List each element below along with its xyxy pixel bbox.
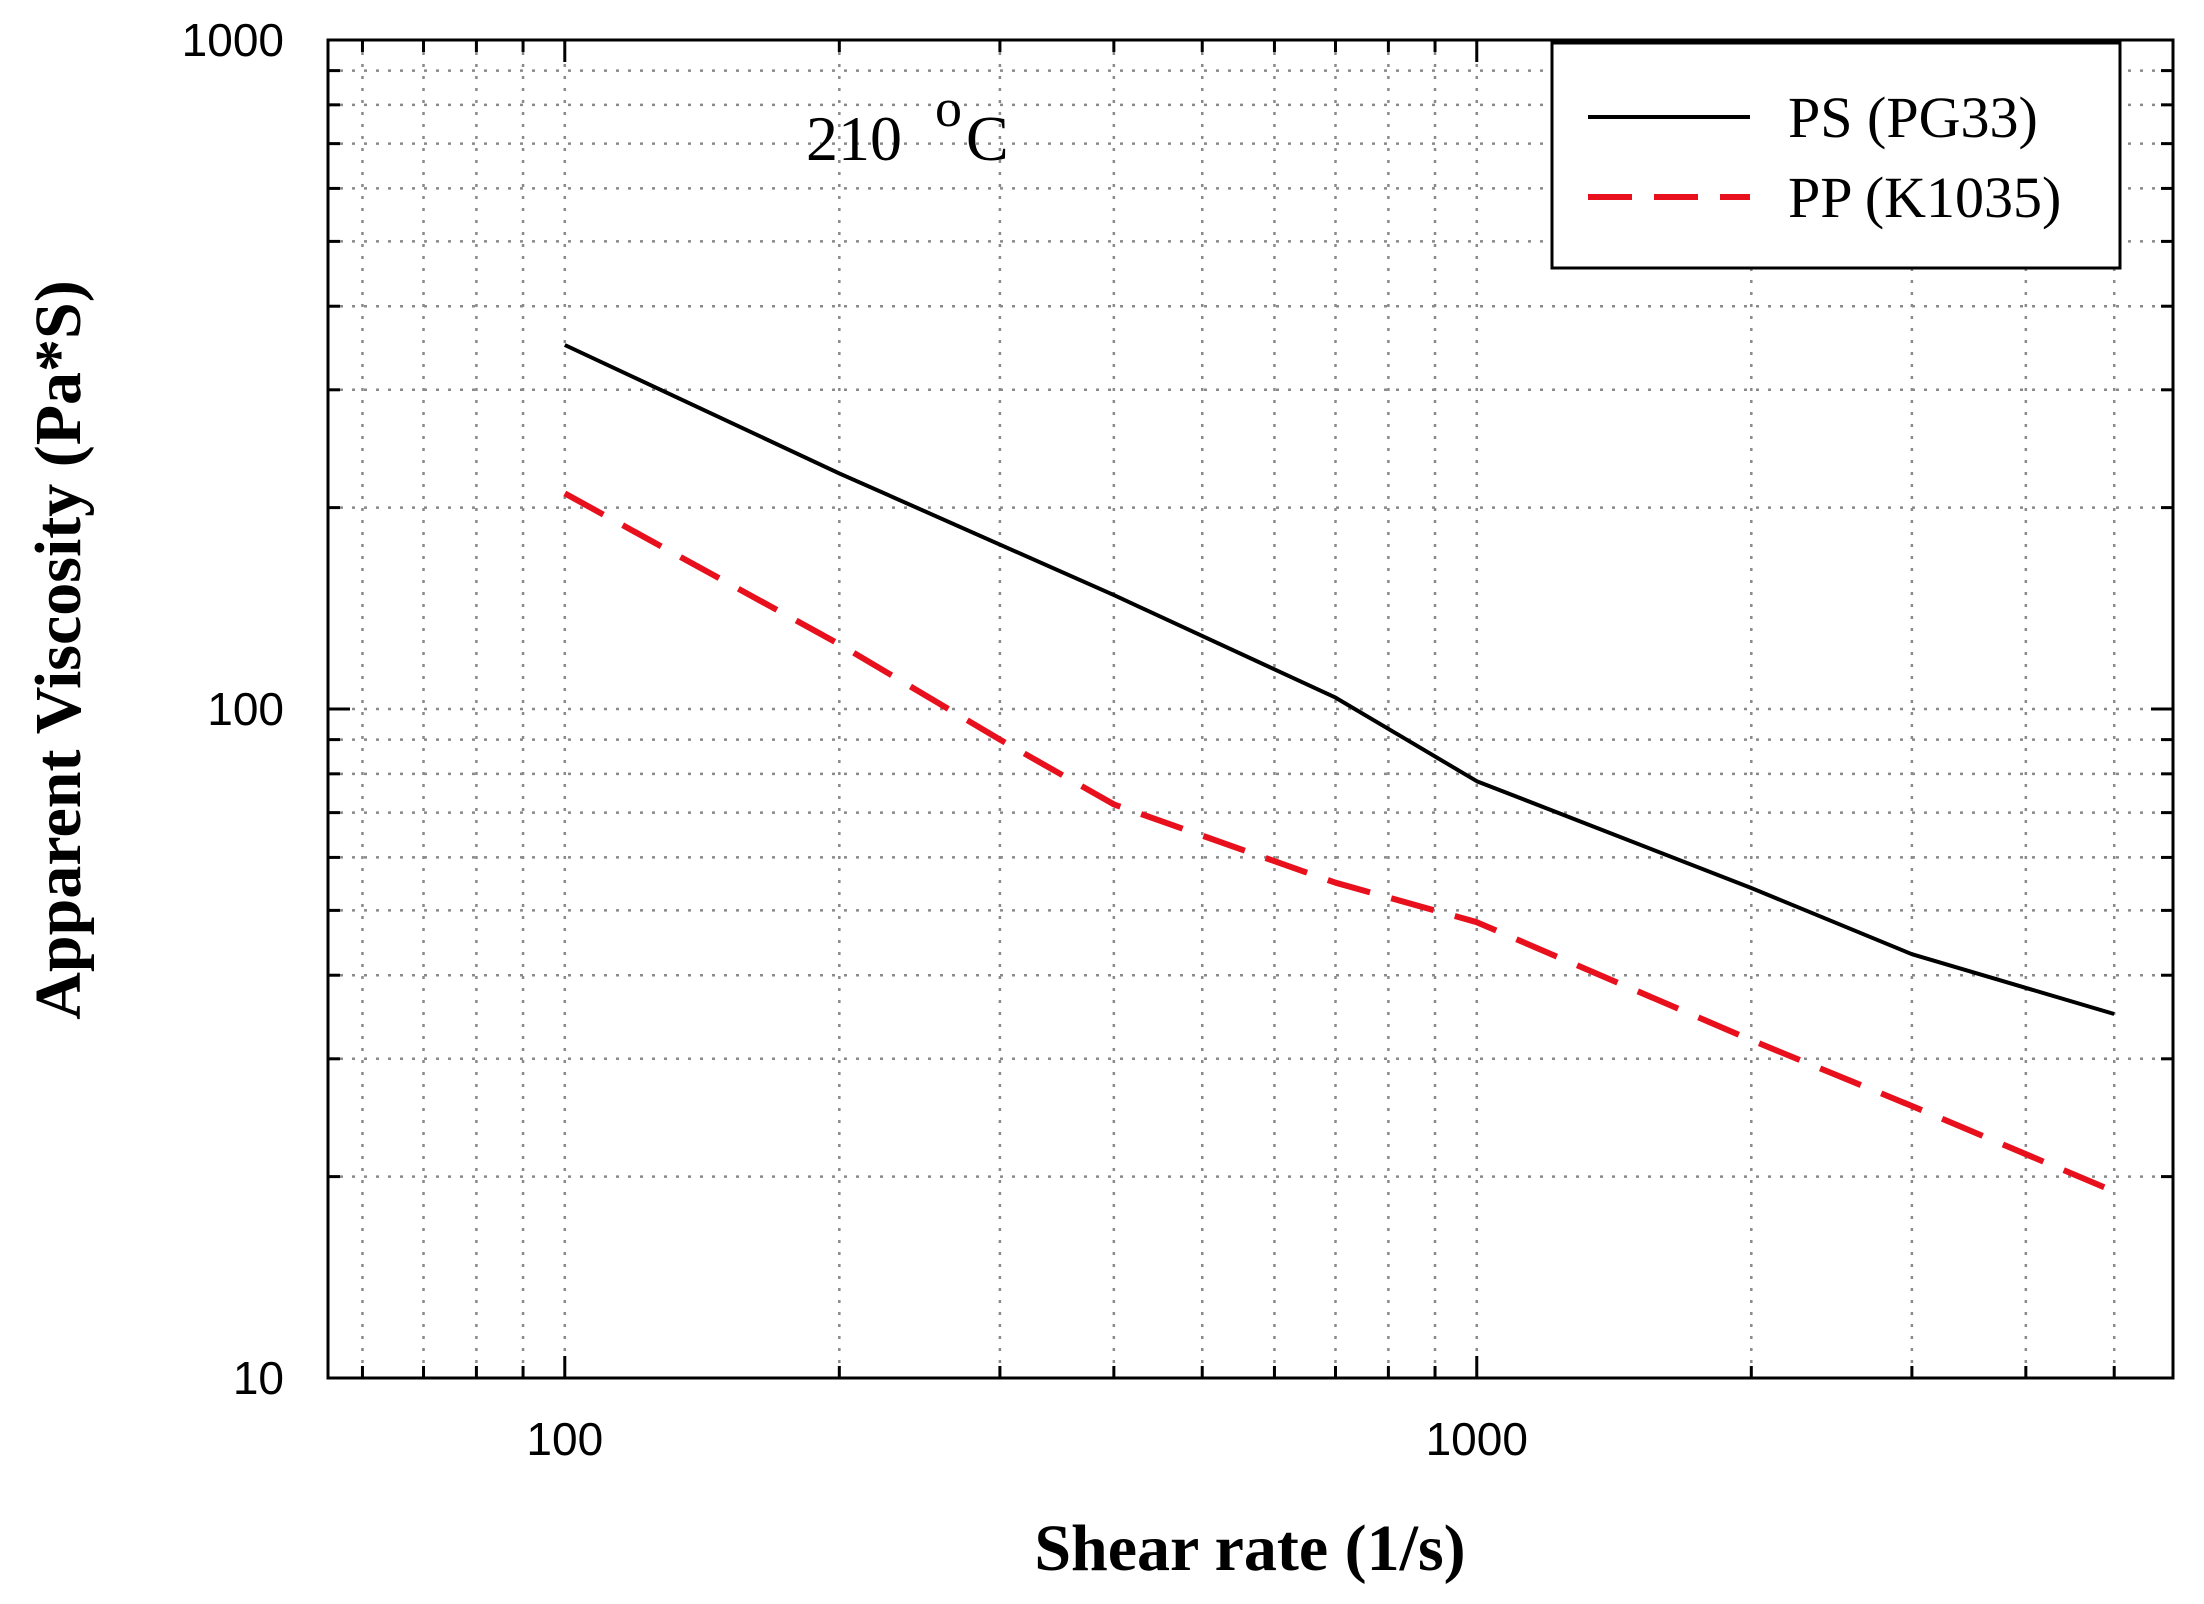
series-line-ps — [563, 343, 2115, 1016]
x-axis-title: Shear rate (1/s) — [1034, 1512, 1465, 1585]
series-line-pp — [563, 490, 2116, 1195]
temperature-value: 210 — [806, 103, 902, 174]
legend-label-ps: PS (PG33) — [1788, 85, 2038, 150]
ticks: 100 1000 10 100 1000 — [182, 14, 2173, 1465]
y-axis-title: Apparent Viscosity (Pa*S) — [22, 280, 95, 1019]
x-tick-label: 100 — [526, 1413, 603, 1465]
legend: PS (PG33) PP (K1035) — [1550, 41, 2122, 270]
temperature-annotation: 210 — [806, 103, 902, 174]
temperature-unit: C — [966, 103, 1009, 174]
y-tick-label: 10 — [233, 1352, 284, 1404]
temperature-superscript: o — [935, 78, 962, 138]
x-tick-label: 1000 — [1426, 1413, 1528, 1465]
legend-label-pp: PP (K1035) — [1788, 165, 2061, 230]
legend-box — [1550, 41, 2122, 270]
series-layer — [563, 343, 2116, 1195]
y-tick-label: 1000 — [182, 14, 284, 66]
y-tick-label: 100 — [207, 683, 284, 735]
